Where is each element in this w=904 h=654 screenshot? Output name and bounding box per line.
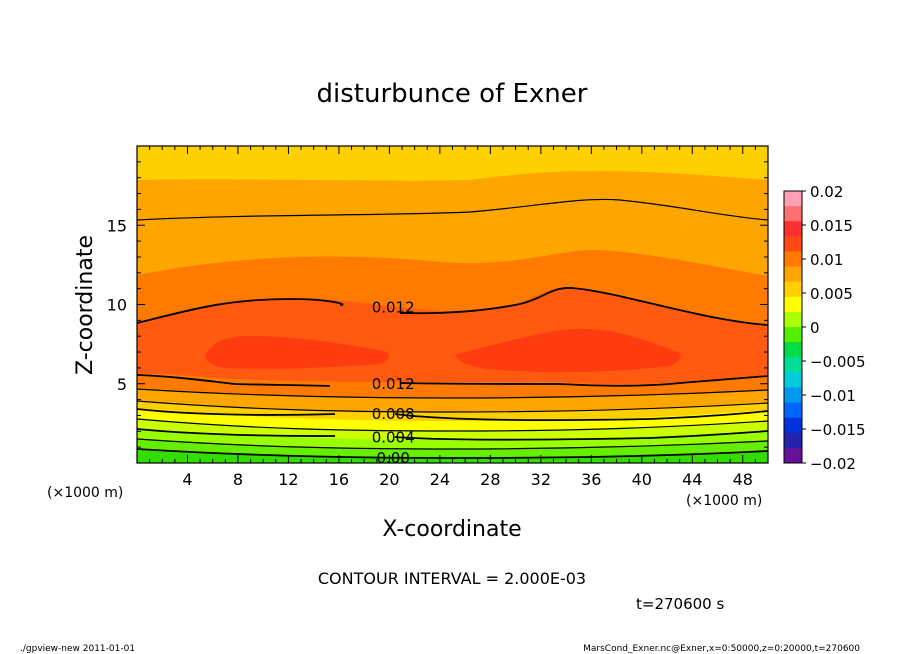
contour-line	[137, 438, 768, 450]
band-green	[137, 448, 768, 463]
colorbar-tick-label: 0.015	[810, 217, 853, 235]
colorbar-swatch	[784, 327, 802, 343]
contour-fill	[137, 146, 768, 463]
colorbar-swatch	[784, 372, 802, 388]
colorbar-swatch	[784, 357, 802, 373]
colorbar-swatch	[784, 221, 802, 237]
colorbar-swatch	[784, 447, 802, 464]
x-unit-left: (×1000 m)	[47, 485, 123, 501]
x-axis-label: X-coordinate	[382, 517, 521, 542]
colorbar-swatch	[784, 236, 802, 252]
y-tick-label: 5	[117, 375, 127, 394]
colorbar-swatch	[784, 206, 802, 222]
colorbar-swatch	[784, 191, 802, 207]
contour-line	[137, 408, 768, 422]
contour-line	[137, 418, 768, 432]
contour-label: 0.004	[372, 429, 415, 447]
colorbar-tick-label: −0.005	[810, 353, 866, 371]
colorbar-swatch	[784, 432, 802, 449]
colorbar-tick-label: 0.005	[810, 285, 853, 303]
contour-interval-label: CONTOUR INTERVAL = 2.000E-03	[318, 569, 586, 588]
colorbar-swatch	[784, 251, 802, 268]
contour-line	[137, 428, 768, 441]
colorbar-swatch	[784, 342, 802, 358]
x-tick-label: 40	[632, 470, 652, 489]
colorbar-tick-label: −0.02	[810, 455, 856, 473]
colorbar-swatch	[784, 311, 802, 328]
x-tick-label: 24	[430, 470, 450, 489]
x-tick-label: 36	[581, 470, 601, 489]
contour-label: 0.012	[372, 375, 415, 393]
contour-labels: 0.012 0.012 0.008 0.004 0.00	[372, 299, 415, 468]
colorbar-tick-label: −0.015	[810, 421, 866, 439]
contour-line	[137, 400, 768, 413]
footer-right: MarsCond_Exner.nc@Exner,x=0:50000,z=0:20…	[583, 644, 860, 654]
colorbar	[784, 191, 802, 464]
x-tick-label: 44	[682, 470, 702, 489]
contour-line	[137, 287, 768, 326]
colorbar-swatch	[784, 296, 802, 313]
colorbar-swatch	[784, 402, 802, 419]
x-tick-label: 4	[182, 470, 192, 489]
colorbar-tick-label: 0.01	[810, 251, 843, 269]
time-label: t=270600 s	[636, 595, 724, 613]
contour-label: 0.012	[372, 299, 415, 317]
x-tick-label: 48	[733, 470, 753, 489]
x-unit-right: (×1000 m)	[686, 493, 762, 509]
contour-line	[137, 448, 768, 459]
colorbar-swatch	[784, 387, 802, 404]
x-tick-label: 28	[480, 470, 500, 489]
x-tick-label: 8	[233, 470, 243, 489]
y-axis: 5 10 15	[107, 161, 768, 448]
colorbar-swatch	[784, 266, 802, 283]
colorbar-swatch	[784, 281, 802, 298]
colorbar-swatch	[784, 417, 802, 434]
contour-label: 0.008	[372, 405, 415, 423]
y-tick-label: 10	[107, 296, 127, 315]
band-red-core-right	[455, 328, 681, 373]
y-axis-label: Z-coordinate	[73, 235, 98, 375]
footer-left: ./gpview-new 2011-01-01	[20, 644, 135, 654]
x-tick-label: 16	[329, 470, 349, 489]
colorbar-ticks: 0.02 0.015 0.01 0.005 0 −0.005 −0.01 −0.015 −0.0…	[802, 183, 866, 473]
x-axis: 4 8 12 16 20 24 28 32 36 40 44 48	[149, 146, 756, 489]
colorbar-tick-label: −0.01	[810, 387, 856, 405]
contour-line	[137, 198, 768, 221]
chart-title: disturbunce of Exner	[317, 79, 588, 109]
band-red-core-left	[205, 336, 389, 369]
contour-line	[137, 374, 768, 387]
x-tick-label: 12	[278, 470, 298, 489]
y-tick-label: 15	[107, 216, 127, 235]
contour-line	[137, 388, 768, 399]
colorbar-tick-label: 0.02	[810, 183, 843, 201]
colorbar-tick-label: 0	[810, 319, 820, 337]
contour-lines	[137, 198, 768, 459]
x-tick-label: 32	[531, 470, 551, 489]
contour-label: 0.00	[376, 449, 409, 467]
x-tick-label: 20	[379, 470, 399, 489]
